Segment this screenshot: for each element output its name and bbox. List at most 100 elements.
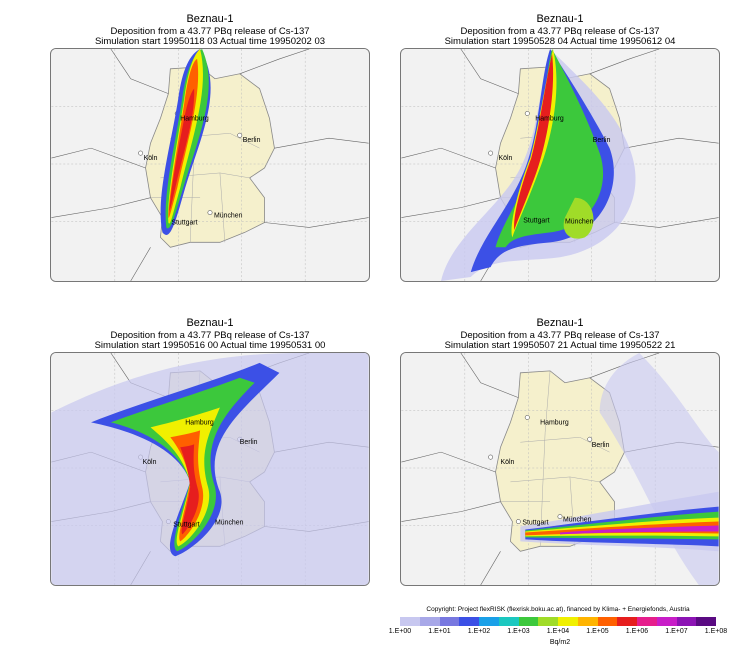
city-label-stuttgart: Stuttgart — [523, 218, 549, 225]
map-svg-3 — [51, 353, 369, 585]
country-border — [401, 147, 496, 169]
color-scale-swatch — [518, 617, 539, 626]
city-label-berlin: Berlin — [243, 137, 261, 144]
country-border — [51, 147, 146, 169]
city-label-stuttgart: Stuttgart — [522, 520, 548, 527]
state-border — [539, 370, 551, 547]
state-border — [520, 437, 610, 453]
color-scale-tick-label: 1.E+00 — [388, 628, 412, 635]
panel-title: Beznau-1 — [536, 13, 584, 25]
color-scale-tick-label: 1.E+02 — [467, 628, 491, 635]
panel-timing: Simulation start 19950507 21 Actual time… — [444, 340, 676, 351]
country-border — [130, 247, 151, 281]
city-dot — [524, 415, 530, 420]
country-border — [589, 49, 660, 75]
city-label-hamburg: Hamburg — [540, 419, 569, 426]
city-label-hamburg: Hamburg — [180, 115, 209, 122]
copyright-text: Copyright: Project flexRISK (flexrisk.bo… — [426, 606, 690, 613]
color-scale-swatch — [656, 617, 677, 626]
color-scale-swatch — [696, 617, 716, 626]
city-label-koeln: Köln — [501, 459, 515, 466]
color-scale-swatch — [597, 617, 618, 626]
color-scale-tick-label: 1.E+03 — [507, 628, 530, 635]
color-scale-unit: Bq/m2 — [549, 639, 571, 646]
country-border — [401, 197, 501, 218]
city-label-berlin: Berlin — [592, 442, 610, 449]
color-scale-tick-label: 1.E+08 — [704, 628, 728, 635]
city-dot — [557, 514, 563, 520]
country-border — [110, 49, 169, 94]
city-label-hamburg: Hamburg — [185, 419, 214, 426]
color-scale-swatch — [577, 617, 598, 626]
color-scale-swatch — [479, 617, 499, 626]
city-label-stuttgart: Stuttgart — [173, 522, 199, 529]
country-border — [614, 217, 719, 228]
plume-3 — [51, 353, 369, 585]
country-border — [624, 137, 719, 149]
plume-1 — [160, 49, 211, 235]
city-dot — [524, 111, 530, 116]
color-scale-swatch — [637, 617, 657, 626]
plume-2 — [441, 49, 636, 281]
country-border — [401, 451, 496, 473]
color-scale-bar — [400, 617, 716, 626]
deposition-map-3: Hamburg Berlin Köln Stuttgart München — [50, 352, 370, 586]
map-svg-2 — [401, 49, 719, 281]
panel-subtitle: Deposition from a 43.77 PBq release of C… — [110, 330, 310, 341]
panel-timing: Simulation start 19950516 00 Actual time… — [94, 340, 326, 351]
plume-4 — [520, 353, 719, 585]
state-border — [219, 172, 226, 243]
city-dot — [587, 436, 593, 442]
city-dot — [138, 150, 144, 156]
country-border — [264, 217, 369, 228]
city-label-koeln: Köln — [143, 459, 157, 466]
color-scale-swatch — [676, 617, 697, 626]
city-dot — [515, 519, 521, 524]
panel-subtitle: Deposition from a 43.77 PBq release of C… — [110, 26, 310, 37]
city-label-koeln: Köln — [499, 155, 513, 162]
color-scale-swatch — [419, 617, 440, 626]
city-label-muenchen: München — [214, 213, 243, 220]
city-label-muenchen: München — [215, 520, 244, 527]
map-svg-1 — [51, 49, 369, 281]
color-scale-tick-label: 1.E+05 — [586, 628, 609, 635]
city-label-koeln: Köln — [144, 155, 158, 162]
city-label-muenchen: München — [565, 218, 594, 225]
color-scale-swatch — [498, 617, 519, 626]
panel-timing: Simulation start 19950528 04 Actual time… — [444, 36, 676, 47]
color-scale-swatch — [459, 617, 479, 626]
country-border — [480, 551, 501, 585]
country-border — [401, 501, 501, 522]
panel-title: Beznau-1 — [186, 317, 234, 329]
country-border — [274, 137, 369, 149]
country-border — [460, 353, 519, 398]
color-scale-swatch — [617, 617, 637, 626]
deposition-map-2: Hamburg Berlin Köln Stuttgart München — [400, 48, 720, 282]
deposition-map-4: Hamburg Berlin Köln Stuttgart München — [400, 352, 720, 586]
panel-subtitle: Deposition from a 43.77 PBq release of C… — [460, 26, 660, 37]
panel-title: Beznau-1 — [536, 317, 584, 329]
color-scale-tick-label: 1.E+07 — [665, 628, 688, 635]
city-label-stuttgart: Stuttgart — [171, 219, 197, 226]
city-label-berlin: Berlin — [593, 137, 611, 144]
city-dot — [207, 210, 213, 216]
color-scale-tick-label: 1.E+06 — [625, 628, 649, 635]
panel-timing: Simulation start 19950118 03 Actual time… — [94, 36, 326, 47]
country-border — [239, 49, 310, 75]
city-dot — [488, 150, 494, 156]
state-border — [510, 476, 600, 483]
color-scale-swatch — [400, 617, 420, 626]
panel-title: Beznau-1 — [186, 13, 234, 25]
deposition-map-1: Hamburg Berlin Köln Stuttgart München — [50, 48, 370, 282]
panel-subtitle: Deposition from a 43.77 PBq release of C… — [460, 330, 660, 341]
color-scale-tick-label: 1.E+04 — [546, 628, 570, 635]
country-border — [51, 197, 151, 218]
city-label-berlin: Berlin — [240, 439, 258, 446]
color-scale-swatch — [439, 617, 460, 626]
city-dot — [237, 132, 243, 138]
country-border — [460, 49, 519, 94]
color-scale-ticks: 1.E+00 1.E+01 1.E+02 1.E+03 1.E+04 1.E+05 1.E+… — [388, 628, 728, 638]
city-dot — [488, 454, 494, 460]
color-scale-swatch — [538, 617, 558, 626]
city-label-hamburg: Hamburg — [535, 115, 564, 122]
